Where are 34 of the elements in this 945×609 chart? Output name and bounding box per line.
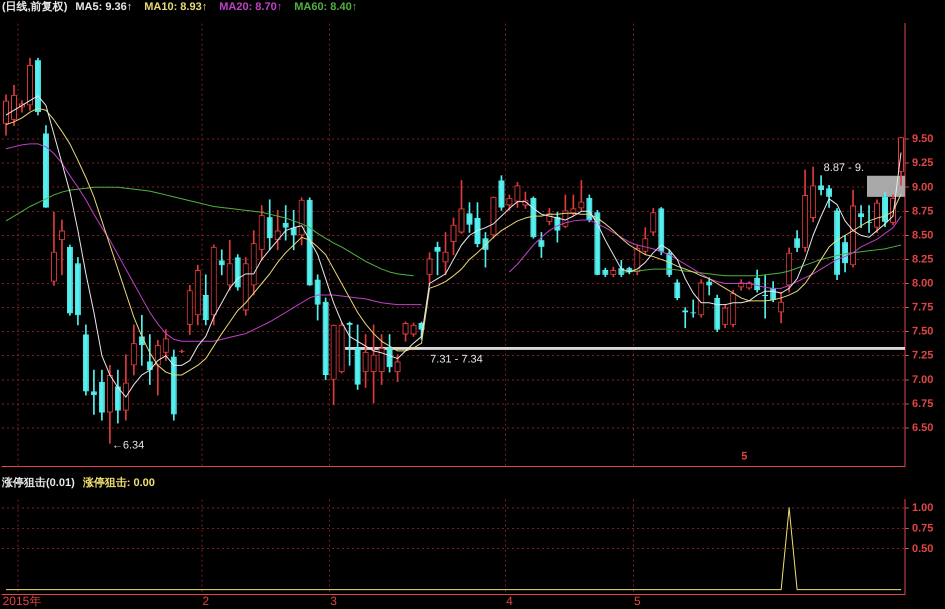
text: MA10: 8.93↑ [144, 1, 208, 13]
y-tick-label: 9.00 [912, 181, 934, 194]
band-label: 7.31 - 7.34 [430, 353, 483, 366]
y-tick-label: 9.25 [912, 157, 934, 170]
text: MA60: 8.40↑ [294, 1, 358, 13]
chart-title: 涨停狙击(0.01) [2, 477, 75, 489]
chart-title: (日线,前复权) [2, 1, 68, 13]
y-tick-label: 6.50 [912, 422, 934, 434]
y-tick-label: 7.50 [912, 326, 934, 338]
y-tick-label: 8.75 [912, 205, 934, 218]
y-tick-label: 7.00 [912, 374, 934, 386]
candlestick [58, 220, 65, 276]
x-tick-label: 2015年 [2, 594, 42, 608]
y-tick-label: 6.75 [912, 398, 934, 410]
y-tick-label: 9.50 [912, 133, 934, 146]
y-tick-label: 0.50 [912, 542, 934, 555]
text: MA20: 8.70↑ [219, 1, 282, 13]
x-tick-label: 5 [634, 594, 641, 608]
y-tick-label: 8.00 [912, 278, 934, 290]
annotation: ←6.34 [112, 439, 144, 452]
y-tick-label: 8.50 [912, 229, 934, 242]
y-tick-label: 1.00 [912, 502, 934, 514]
y-tick-label: 7.25 [912, 350, 934, 362]
x-tick-label: 2 [202, 594, 210, 608]
x-tick-label: 3 [330, 594, 338, 608]
text: MA5: 9.36↑ [75, 1, 132, 13]
x-tick-label: 4 [506, 594, 514, 608]
text: 涨停狙击: 0.00 [82, 477, 155, 489]
band-label: 8.87 - 9. [824, 162, 864, 174]
annotation: 5 [741, 450, 748, 462]
candlestick [858, 205, 864, 228]
y-tick-label: 8.25 [912, 253, 934, 266]
y-tick-label: 0.75 [912, 522, 934, 534]
y-tick-label: 7.75 [912, 302, 934, 314]
